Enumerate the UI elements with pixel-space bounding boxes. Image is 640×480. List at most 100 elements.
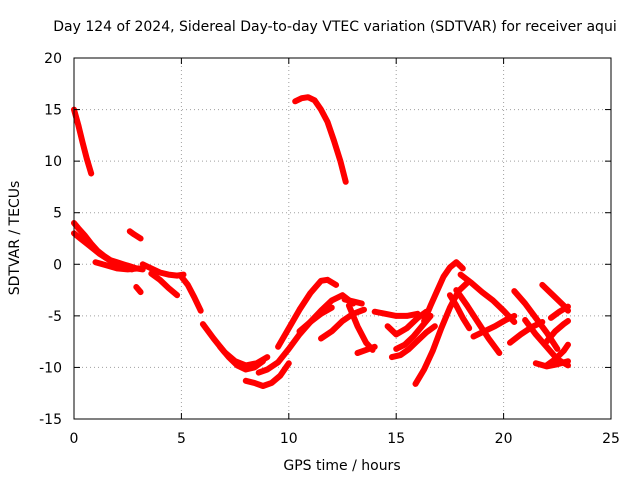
- data-point: [133, 284, 139, 290]
- data-point: [415, 338, 421, 344]
- data-point: [339, 292, 346, 298]
- data-point: [544, 339, 550, 345]
- data-point: [533, 315, 539, 321]
- y-tick-label: -5: [48, 309, 62, 325]
- x-tick-label: 10: [280, 431, 298, 447]
- data-point: [157, 277, 163, 283]
- data-point: [226, 354, 232, 360]
- series-arc-35: [543, 318, 571, 345]
- data-point: [318, 278, 324, 284]
- data-point: [432, 323, 438, 329]
- data-series: [71, 94, 571, 389]
- data-point: [428, 302, 434, 309]
- data-point: [507, 340, 513, 346]
- data-point: [174, 273, 180, 279]
- data-point: [412, 381, 419, 387]
- data-point: [406, 346, 412, 352]
- series-arc-10: [178, 273, 204, 314]
- x-tick-label: 20: [495, 431, 513, 447]
- y-tick-label: -15: [39, 412, 62, 428]
- data-point: [157, 269, 163, 276]
- data-point: [191, 294, 197, 300]
- data-point: [565, 358, 571, 364]
- data-point: [486, 335, 492, 342]
- data-point: [479, 289, 485, 295]
- series-arc-36: [543, 341, 571, 369]
- data-point: [103, 262, 109, 268]
- data-point: [404, 313, 410, 319]
- data-point: [131, 231, 137, 237]
- data-point: [174, 292, 180, 298]
- data-point: [110, 259, 116, 265]
- data-point: [363, 340, 369, 346]
- data-point: [138, 235, 144, 242]
- data-point: [92, 259, 99, 265]
- data-point: [329, 305, 335, 311]
- data-point: [200, 321, 206, 327]
- data-point: [178, 274, 184, 280]
- data-point: [342, 296, 348, 302]
- data-point: [554, 361, 560, 367]
- data-point: [269, 380, 275, 386]
- x-tick-labels: 0 5 10 15 20 25: [70, 431, 620, 447]
- data-point: [550, 292, 556, 298]
- data-point: [264, 366, 270, 373]
- data-point: [415, 315, 421, 321]
- data-point: [539, 282, 545, 288]
- data-point: [140, 261, 146, 267]
- data-point: [90, 246, 96, 252]
- data-point: [565, 304, 571, 310]
- data-point: [80, 140, 86, 146]
- x-tick-label: 0: [70, 431, 79, 447]
- data-point: [127, 228, 133, 234]
- data-point: [372, 309, 378, 315]
- data-point: [286, 360, 292, 366]
- data-point: [307, 290, 313, 296]
- data-point: [361, 307, 367, 313]
- data-point: [552, 356, 558, 362]
- data-point: [234, 362, 240, 368]
- data-point: [312, 97, 318, 103]
- data-point: [410, 333, 416, 340]
- data-point: [318, 308, 324, 314]
- data-point: [511, 288, 517, 294]
- series-arc-09: [148, 270, 181, 299]
- data-point: [423, 329, 429, 335]
- data-point: [556, 309, 563, 315]
- data-point: [518, 331, 524, 337]
- data-point: [393, 346, 399, 352]
- axis-ticks: [73, 57, 612, 420]
- data-point: [447, 305, 453, 311]
- data-point: [481, 328, 487, 334]
- data-point: [522, 300, 528, 307]
- data-point: [447, 292, 453, 298]
- data-point: [275, 359, 281, 365]
- data-point: [393, 313, 399, 319]
- data-point: [292, 98, 298, 104]
- x-tick-label: 5: [177, 431, 186, 447]
- data-point: [296, 328, 303, 334]
- y-tick-label: -10: [39, 360, 62, 376]
- data-point: [211, 335, 217, 342]
- data-point: [492, 323, 498, 329]
- data-point: [264, 354, 270, 360]
- data-point: [307, 319, 313, 325]
- y-tick-label: 15: [44, 103, 62, 119]
- data-point: [440, 274, 447, 280]
- data-point: [470, 333, 477, 340]
- data-point: [103, 255, 109, 261]
- data-point: [359, 300, 365, 307]
- data-point: [125, 266, 131, 272]
- data-point: [296, 307, 303, 313]
- data-point: [464, 302, 470, 309]
- data-point: [286, 325, 292, 331]
- data-point: [453, 259, 459, 265]
- data-point: [75, 122, 81, 128]
- data-point: [318, 335, 324, 342]
- data-point: [260, 358, 266, 364]
- data-point: [460, 315, 466, 321]
- data-point: [251, 364, 257, 370]
- data-point: [544, 363, 550, 369]
- data-point: [430, 348, 436, 354]
